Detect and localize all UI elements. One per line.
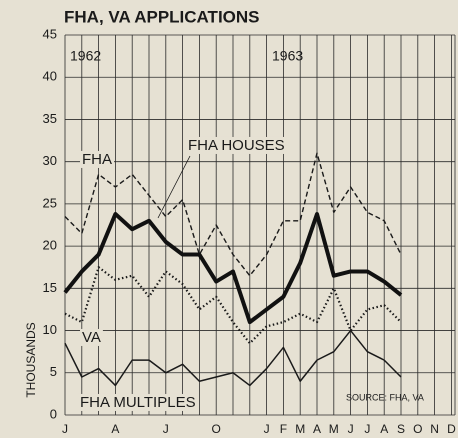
x-tick-label: O xyxy=(212,422,221,436)
label-backing xyxy=(80,150,114,168)
year-label: 1963 xyxy=(272,48,303,64)
year-label: 1962 xyxy=(70,48,101,64)
series-line xyxy=(63,212,403,325)
x-tick-label: J xyxy=(264,422,270,436)
y-tick-label: 15 xyxy=(43,280,57,295)
x-tick-label: J xyxy=(364,422,370,436)
y-tick-label: 45 xyxy=(43,26,57,41)
label-backing xyxy=(78,393,198,411)
series-line xyxy=(64,152,402,277)
y-axis-label: THOUSANDS xyxy=(24,322,38,397)
x-tick-label: A xyxy=(380,422,388,436)
y-tick-label: 25 xyxy=(43,195,57,210)
series-label: FHA HOUSES xyxy=(188,137,285,154)
x-tick-label: N xyxy=(430,422,439,436)
y-tick-label: 10 xyxy=(43,322,57,337)
x-tick-label: M xyxy=(329,422,339,436)
y-tick-label: 20 xyxy=(43,238,57,253)
label-backing xyxy=(186,136,287,154)
x-tick-label: J xyxy=(62,422,68,436)
x-tick-label: A xyxy=(111,422,119,436)
x-tick-label: J xyxy=(348,422,354,436)
label-backing xyxy=(80,328,103,346)
y-tick-label: 0 xyxy=(50,406,57,421)
x-tick-label: D xyxy=(447,422,456,436)
series-label: FHA xyxy=(82,151,112,168)
series-line xyxy=(64,266,402,345)
series-label: VA xyxy=(82,329,101,346)
chart-title: FHA, VA APPLICATIONS xyxy=(64,7,260,26)
y-tick-label: 5 xyxy=(50,364,57,379)
x-tick-label: M xyxy=(295,422,305,436)
x-tick-label: J xyxy=(163,422,169,436)
series-line xyxy=(64,329,402,387)
y-tick-label: 35 xyxy=(43,111,57,126)
x-tick-label: F xyxy=(280,422,287,436)
source-note: SOURCE: FHA, VA xyxy=(346,392,424,402)
x-tick-label: S xyxy=(397,422,405,436)
y-tick-label: 30 xyxy=(43,153,57,168)
y-tick-label: 40 xyxy=(43,69,57,84)
x-tick-label: O xyxy=(413,422,422,436)
series-label: FHA MULTIPLES xyxy=(80,394,196,411)
leader-line xyxy=(157,155,191,219)
x-tick-label: A xyxy=(313,422,321,436)
